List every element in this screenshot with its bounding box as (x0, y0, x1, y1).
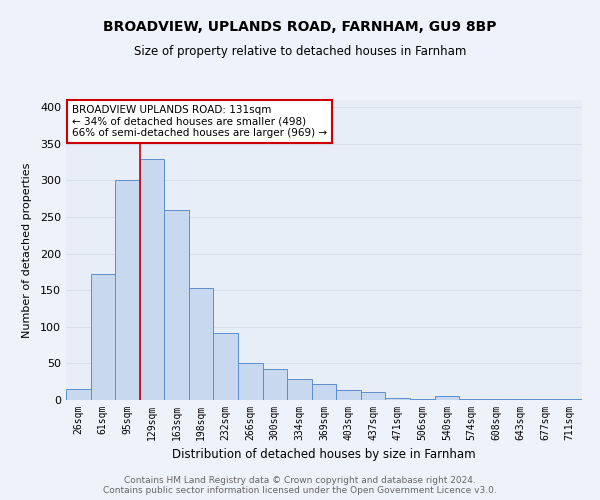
Bar (66, 389, 91, 400)
Bar (91, 274, 115, 400)
Bar (189, 288, 214, 400)
Bar (410, 398, 434, 400)
Text: BROADVIEW, UPLANDS ROAD, FARNHAM, GU9 8BP: BROADVIEW, UPLANDS ROAD, FARNHAM, GU9 8B… (103, 20, 497, 34)
Bar (140, 158, 164, 400)
Bar (238, 364, 263, 400)
Bar (164, 210, 189, 400)
Bar (115, 180, 140, 400)
Bar (263, 368, 287, 400)
X-axis label: Distribution of detached houses by size in Farnham: Distribution of detached houses by size … (172, 448, 476, 462)
Bar (508, 398, 533, 400)
Text: Size of property relative to detached houses in Farnham: Size of property relative to detached ho… (134, 45, 466, 58)
Bar (287, 379, 312, 400)
Bar (214, 334, 238, 400)
Bar (557, 398, 582, 400)
Bar (336, 390, 361, 400)
Y-axis label: Number of detached properties: Number of detached properties (22, 162, 32, 338)
Bar (434, 396, 459, 400)
Text: BROADVIEW UPLANDS ROAD: 131sqm
← 34% of detached houses are smaller (498)
66% of: BROADVIEW UPLANDS ROAD: 131sqm ← 34% of … (72, 105, 327, 138)
Text: Contains HM Land Registry data © Crown copyright and database right 2024.: Contains HM Land Registry data © Crown c… (124, 476, 476, 485)
Bar (385, 398, 410, 400)
Text: Contains public sector information licensed under the Open Government Licence v3: Contains public sector information licen… (103, 486, 497, 495)
Bar (361, 392, 385, 400)
Bar (312, 384, 336, 400)
